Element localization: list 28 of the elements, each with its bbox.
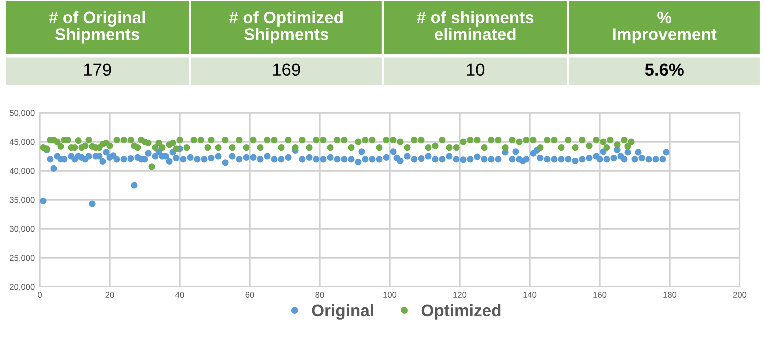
x-tick-label: 80 <box>316 292 324 298</box>
y-tick-label: 30,000 <box>10 226 35 234</box>
x-tick-label: 180 <box>664 292 677 298</box>
x-tick-label: 40 <box>176 292 184 298</box>
category-label: # of Optimized Shipments <box>229 11 343 44</box>
text: 169 <box>273 64 300 76</box>
text: 5.6% <box>645 64 684 76</box>
legend-label: Original <box>312 304 374 320</box>
y-tick-label: 20,000 <box>10 284 35 292</box>
x-tick-label: 100 <box>384 292 397 298</box>
x-tick-label: 60 <box>246 292 254 298</box>
category-label: % Improvement <box>613 12 717 44</box>
x-tick-label: 140 <box>524 292 537 298</box>
y-tick-label: 35,000 <box>10 197 35 204</box>
y-tick-label: 25,000 <box>10 255 35 262</box>
y-tick-label: 50,000 <box>10 110 35 118</box>
text: 10 <box>467 64 485 76</box>
category-label: # of shipments eliminated <box>417 11 534 40</box>
x-tick-label: 160 <box>594 292 607 298</box>
y-tick-label: 40,000 <box>10 168 35 176</box>
category-label: # of Original Shipments <box>49 11 146 44</box>
x-tick-label: 200 <box>733 292 747 298</box>
x-tick-label: 120 <box>454 292 467 298</box>
x-tick-label: 0 <box>38 292 42 298</box>
text: 179 <box>84 64 112 76</box>
x-tick-label: 20 <box>106 292 114 298</box>
legend-label: Optimized <box>422 304 501 320</box>
y-tick-label: 45,000 <box>10 139 35 146</box>
